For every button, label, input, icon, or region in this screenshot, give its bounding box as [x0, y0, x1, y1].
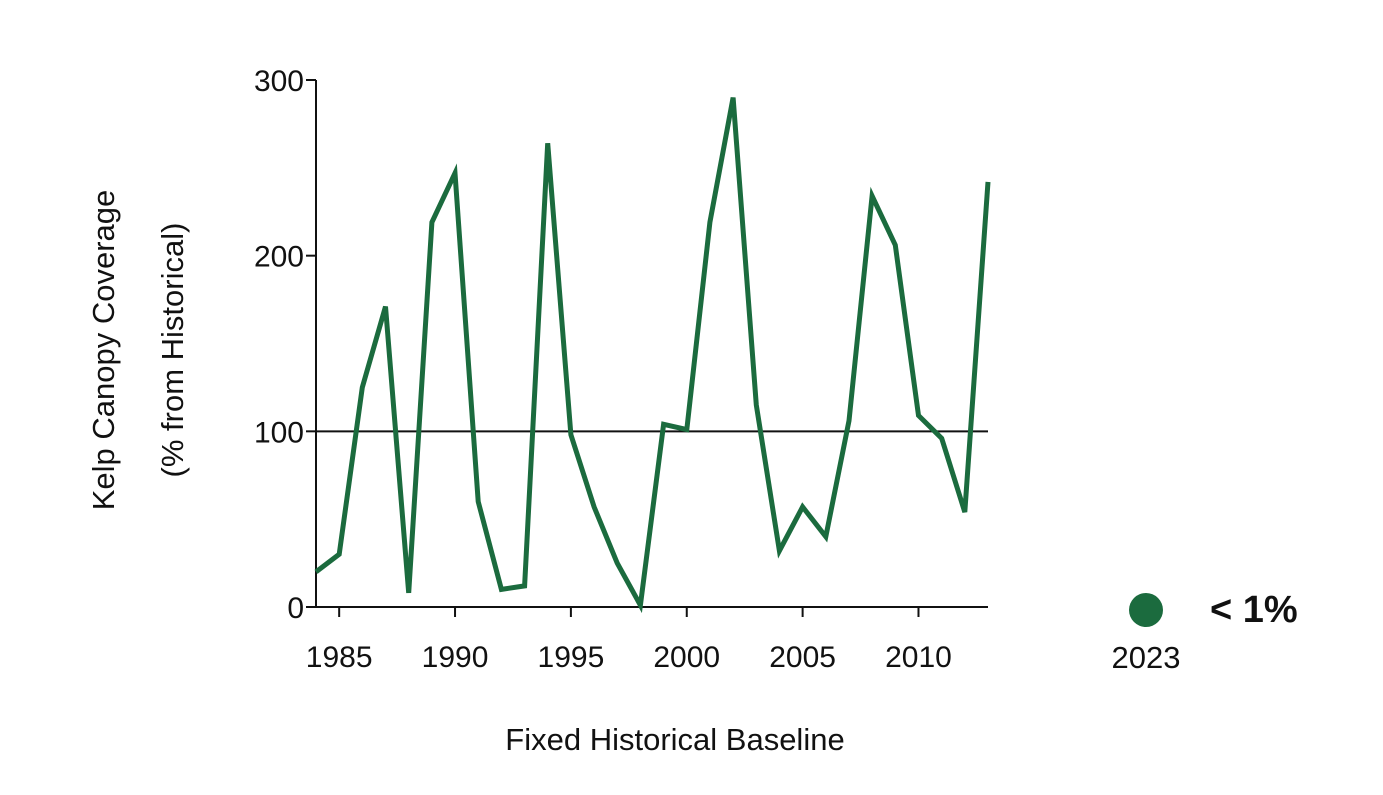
x-tick-label-1995: 1995 [538, 641, 605, 674]
x-tick-label-1990: 1990 [422, 641, 489, 674]
x-tick-label-2000: 2000 [653, 641, 720, 674]
highlight-2023-value: < 1% [1210, 589, 1298, 631]
y-tick-label-0: 0 [287, 592, 304, 625]
y-tick-label-300: 300 [254, 65, 304, 98]
y-axis-title-line2: (% from Historical) [155, 223, 190, 478]
x-tick-label-1985: 1985 [306, 641, 373, 674]
x-axis-title: Fixed Historical Baseline [505, 722, 844, 757]
x-tick-label-2010: 2010 [885, 641, 952, 674]
x-tick-label-2005: 2005 [769, 641, 836, 674]
y-axis-title-line1: Kelp Canopy Coverage [86, 190, 121, 511]
kelp-coverage-series-line [314, 97, 991, 614]
x-axis-ticks: 1985 1990 1995 2000 2005 2010 [306, 607, 952, 674]
y-axis-ticks: 0 100 200 300 [254, 65, 316, 625]
y-tick-label-200: 200 [254, 241, 304, 274]
highlight-2023-label: 2023 [1112, 640, 1181, 675]
highlight-2023-dot [1129, 593, 1163, 627]
y-tick-label-100: 100 [254, 416, 304, 449]
